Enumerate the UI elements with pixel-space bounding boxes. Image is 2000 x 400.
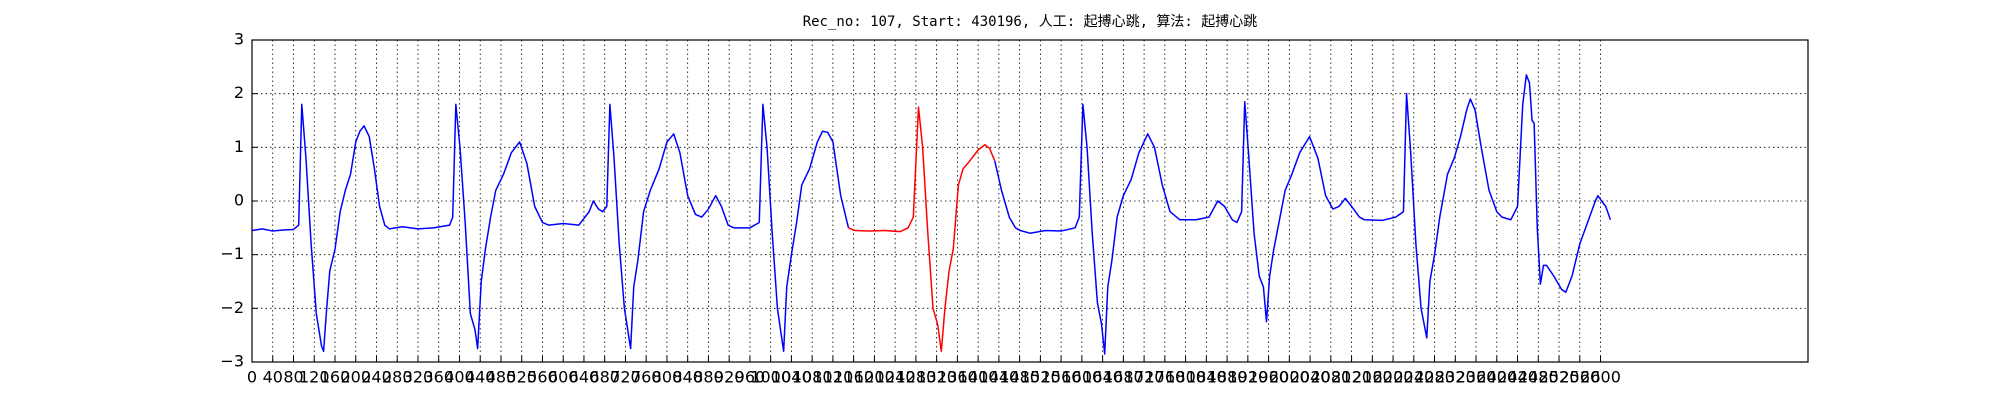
x-tick-label: 2320 xyxy=(1435,368,1476,387)
y-tick-label: 3 xyxy=(234,30,244,49)
x-tick-label: 1440 xyxy=(979,368,1020,387)
x-tick-label: 520 xyxy=(506,368,537,387)
x-tick-label: 40 xyxy=(263,368,283,387)
x-tick-label: 1120 xyxy=(813,368,854,387)
x-tick-label: 1160 xyxy=(833,368,874,387)
y-tick-label: 0 xyxy=(234,191,244,210)
x-tick-label: 1600 xyxy=(1062,368,1103,387)
series-line xyxy=(251,103,850,353)
x-tick-label: 240 xyxy=(361,368,392,387)
x-tick-label: 360 xyxy=(423,368,454,387)
x-tick-label: 560 xyxy=(527,368,558,387)
x-tick-label: 840 xyxy=(672,368,703,387)
x-tick-label: 1960 xyxy=(1248,368,1289,387)
x-tick-label: 960 xyxy=(735,368,766,387)
x-tick-label: 1800 xyxy=(1165,368,1206,387)
x-tick-label: 920 xyxy=(714,368,745,387)
x-tick-label: 2600 xyxy=(1580,368,1621,387)
x-tick-label: 1680 xyxy=(1103,368,1144,387)
x-tick-label: 1480 xyxy=(999,368,1040,387)
x-tick-label: 440 xyxy=(465,368,496,387)
x-tick-label: 1760 xyxy=(1144,368,1185,387)
x-tick-label: 1040 xyxy=(771,368,812,387)
x-tick-label: 2200 xyxy=(1373,368,1414,387)
x-tick-label: 2240 xyxy=(1393,368,1434,387)
x-tick-label: 1240 xyxy=(875,368,916,387)
x-tick-label: 1360 xyxy=(937,368,978,387)
x-tick-label: 2560 xyxy=(1559,368,1600,387)
y-tick-label: −3 xyxy=(220,352,244,371)
x-tick-label: 1640 xyxy=(1082,368,1123,387)
x-tick-label: 2480 xyxy=(1518,368,1559,387)
x-tick-label: 280 xyxy=(382,368,413,387)
x-tick-label: 2080 xyxy=(1310,368,1351,387)
x-tick-label: 1720 xyxy=(1124,368,1165,387)
x-tick-label: 80 xyxy=(283,368,303,387)
x-tick-label: 1880 xyxy=(1207,368,1248,387)
x-tick-label: 1560 xyxy=(1041,368,1082,387)
series-line xyxy=(848,106,996,353)
y-tick-label: −2 xyxy=(220,298,244,317)
x-tick-label: 2040 xyxy=(1290,368,1331,387)
x-tick-label: 2400 xyxy=(1476,368,1517,387)
y-tick-label: 1 xyxy=(234,137,244,156)
x-tick-label: 880 xyxy=(693,368,724,387)
x-tick-label: 2160 xyxy=(1352,368,1393,387)
x-tick-label: 0 xyxy=(247,368,257,387)
x-tick-label: 800 xyxy=(652,368,683,387)
x-tick-label: 1320 xyxy=(916,368,957,387)
x-tick-label: 1080 xyxy=(792,368,833,387)
x-tick-label: 2000 xyxy=(1269,368,1310,387)
x-tick-label: 1840 xyxy=(1186,368,1227,387)
x-tick-label: 720 xyxy=(610,368,641,387)
y-tick-label: −1 xyxy=(220,244,244,263)
chart-title: Rec_no: 107, Start: 430196, 人工: 起搏心跳, 算法… xyxy=(803,13,1258,30)
x-tick-label: 1200 xyxy=(854,368,895,387)
x-tick-label: 760 xyxy=(631,368,662,387)
x-tick-label: 400 xyxy=(444,368,475,387)
x-tick-label: 200 xyxy=(340,368,371,387)
x-tick-label: 160 xyxy=(320,368,351,387)
x-tick-label: 2440 xyxy=(1497,368,1538,387)
x-tick-label: 1400 xyxy=(958,368,999,387)
y-tick-label: 2 xyxy=(234,83,244,102)
plot-frame xyxy=(251,39,1809,363)
x-tick-label: 1000 xyxy=(750,368,791,387)
x-tick-label: 2360 xyxy=(1456,368,1497,387)
x-tick-label: 120 xyxy=(299,368,330,387)
x-tick-label: 2120 xyxy=(1331,368,1372,387)
series-line xyxy=(993,74,1612,355)
x-tick-label: 1280 xyxy=(896,368,937,387)
x-tick-label: 1920 xyxy=(1227,368,1268,387)
x-tick-label: 680 xyxy=(589,368,620,387)
x-tick-label: 480 xyxy=(486,368,517,387)
x-tick-label: 640 xyxy=(569,368,600,387)
x-tick-label: 2280 xyxy=(1414,368,1455,387)
x-tick-label: 600 xyxy=(548,368,579,387)
x-tick-label: 1520 xyxy=(1020,368,1061,387)
x-tick-label: 320 xyxy=(403,368,434,387)
x-tick-label: 2520 xyxy=(1539,368,1580,387)
